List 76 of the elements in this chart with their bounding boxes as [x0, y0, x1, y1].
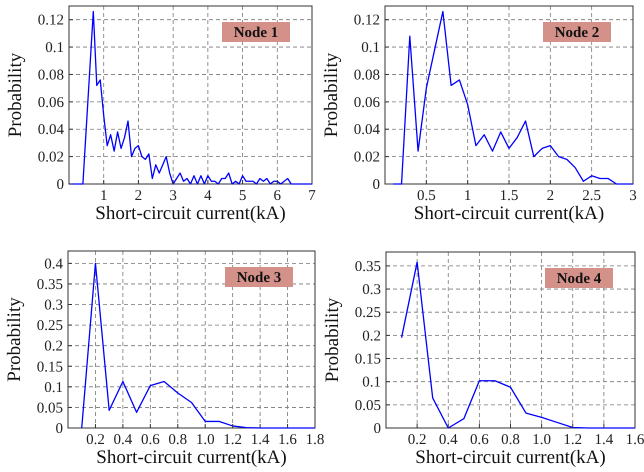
- x-tick-label: 0.5: [416, 188, 436, 204]
- y-tick-label: 0.04: [38, 122, 64, 138]
- x-tick-label: 2: [546, 188, 554, 204]
- y-tick-label: 0.1: [362, 374, 381, 391]
- y-tick-label: 0: [372, 177, 380, 193]
- x-tick-label: 1.2: [563, 432, 582, 448]
- x-tick-label: 0.2: [86, 432, 105, 448]
- y-tick-label: 0.1: [45, 40, 64, 56]
- x-tick-label: 1.2: [223, 432, 242, 448]
- x-axis-title: Short-circuit current(kA): [95, 203, 286, 224]
- y-tick-label: 0.35: [36, 276, 63, 293]
- x-tick-label: 0.4: [438, 432, 458, 448]
- line-series: [392, 10, 634, 185]
- x-tick-label: 2: [134, 188, 142, 204]
- x-tick-label: 0.6: [140, 432, 160, 448]
- y-tick-label: 0.1: [361, 40, 380, 56]
- x-tick-label: 1.5: [500, 188, 518, 204]
- y-tick-label: 0.3: [362, 282, 381, 298]
- x-axis-title: Short-circuit current(kA): [415, 447, 606, 468]
- x-tick-label: 1.0: [532, 432, 551, 448]
- x-tick-label: 1.8: [306, 432, 324, 448]
- line-series: [400, 262, 636, 429]
- y-tick-label: 0.08: [38, 67, 64, 84]
- x-tick-label: 0.6: [470, 432, 490, 448]
- y-tick-label: 0.2: [44, 338, 63, 355]
- line-series: [81, 262, 316, 429]
- y-tick-label: 0: [56, 177, 64, 193]
- y-tick-label: 0.06: [354, 94, 380, 111]
- y-tick-label: 0.2: [362, 328, 381, 344]
- x-tick-label: 1.4: [250, 432, 270, 448]
- y-tick-label: 0.15: [36, 359, 63, 376]
- x-tick-label: 5: [238, 188, 246, 204]
- y-tick-label: 0.02: [354, 150, 380, 166]
- y-axis-title: Probability: [4, 296, 25, 382]
- annotation: Node 4: [556, 271, 602, 287]
- y-tick-label: 0.4: [44, 256, 64, 272]
- x-tick-label: 0.8: [501, 432, 520, 448]
- x-tick-label: 6: [274, 188, 282, 204]
- y-axis-title: Probability: [322, 297, 343, 382]
- y-tick-label: 0.08: [354, 67, 380, 84]
- y-tick-label: 0.1: [44, 380, 63, 396]
- y-tick-label: 0: [374, 421, 381, 437]
- x-tick-label: 3: [629, 188, 637, 204]
- y-tick-label: 0.05: [354, 398, 381, 414]
- x-tick-label: 1.6: [626, 432, 644, 448]
- y-tick-label: 0.05: [36, 400, 63, 416]
- x-tick-label: 1: [464, 188, 472, 204]
- x-tick-label: 1.0: [196, 432, 215, 448]
- x-tick-label: 0.8: [168, 432, 188, 448]
- y-tick-label: 0.3: [44, 298, 63, 314]
- x-tick-label: 4: [204, 188, 212, 204]
- y-tick-label: 0.12: [354, 12, 380, 29]
- y-tick-label: 0.06: [38, 94, 64, 111]
- y-axis-title: Probability: [5, 52, 26, 138]
- annotation: Node 1: [234, 25, 278, 41]
- x-tick-label: 1.6: [278, 432, 298, 448]
- x-axis-title: Short-circuit current(kA): [96, 447, 287, 468]
- y-tick-label: 0.12: [38, 12, 64, 29]
- x-tick-label: 3: [169, 188, 177, 204]
- y-tick-label: 0.35: [354, 258, 381, 275]
- x-axis-title: Short-circuit current(kA): [414, 203, 604, 224]
- annotation: Node 2: [554, 25, 600, 41]
- x-tick-label: 0.2: [408, 432, 426, 448]
- x-tick-label: 0.4: [114, 432, 133, 448]
- x-tick-label: 1.4: [594, 432, 614, 448]
- y-tick-label: 0.15: [354, 352, 381, 368]
- y-tick-label: 0.25: [354, 305, 381, 322]
- x-tick-label: 2.5: [582, 188, 602, 204]
- y-tick-label: 0.25: [36, 318, 63, 334]
- y-tick-label: 0: [56, 421, 63, 437]
- x-tick-label: 1: [100, 188, 108, 204]
- x-tick-label: 7: [308, 188, 316, 204]
- y-tick-label: 0.02: [38, 150, 64, 166]
- y-tick-label: 0.04: [354, 122, 380, 138]
- annotation: Node 3: [236, 270, 282, 286]
- y-axis-title: Probability: [321, 52, 342, 138]
